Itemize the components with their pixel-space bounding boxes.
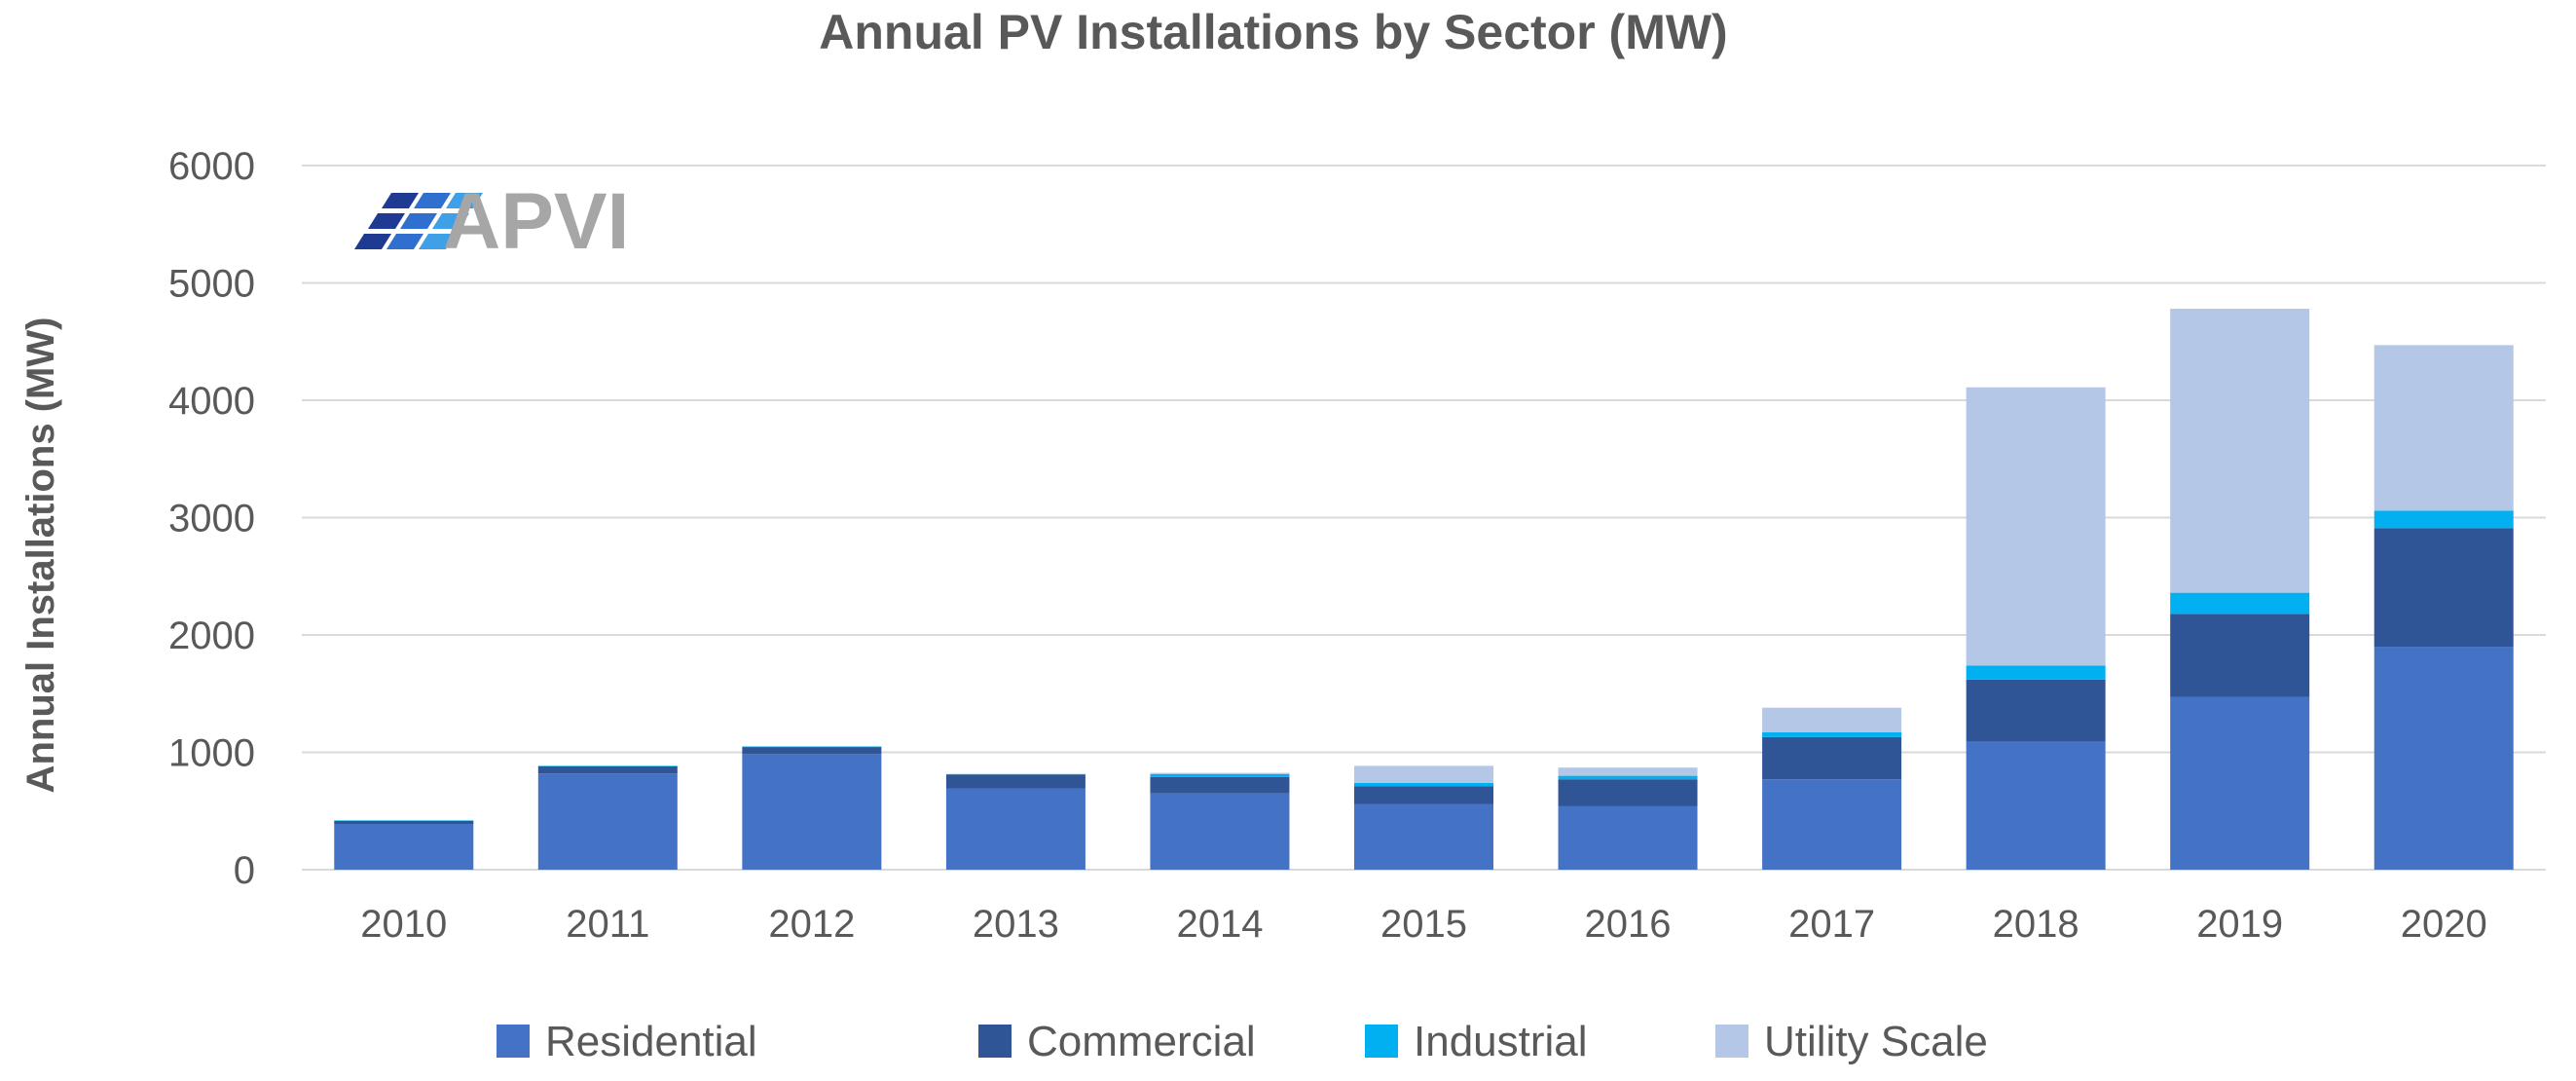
bar-segment-residential [537, 773, 678, 870]
bar-segment-residential [1762, 779, 1902, 870]
bar-segment-industrial [2170, 592, 2310, 615]
bar-segment-industrial [1558, 775, 1698, 780]
bar-segment-residential [1150, 793, 1290, 870]
y-tick-label: 5000 [168, 263, 255, 306]
legend-swatch [1365, 1025, 1398, 1058]
logo-panel-cell [414, 193, 451, 208]
legend-label: Commercial [1027, 1018, 1256, 1065]
solar-panel-icon [354, 193, 483, 249]
bar-segment-residential [334, 824, 474, 870]
bar-segment-commercial [1762, 736, 1902, 780]
logo-text: APVI [443, 177, 629, 266]
x-tick-label: 2013 [973, 903, 1059, 946]
legend-label: Residential [545, 1018, 757, 1065]
bar-segment-industrial [537, 765, 678, 766]
legend-label: Utility Scale [1764, 1018, 1988, 1065]
y-tick-label: 4000 [168, 380, 255, 423]
bar-segment-residential [1966, 741, 2106, 870]
logo-panel-cell [400, 213, 437, 229]
bar-segment-utility-scale [1966, 387, 2106, 666]
y-tick-label: 1000 [168, 732, 255, 775]
bar-segment-commercial [2170, 614, 2310, 697]
x-tick-label: 2012 [768, 903, 855, 946]
x-tick-label: 2016 [1585, 903, 1672, 946]
logo-panel-cell [386, 234, 423, 249]
logo-panel-cell [354, 234, 391, 249]
x-tick-label: 2017 [1788, 903, 1875, 946]
bar-segment-utility-scale [1558, 767, 1698, 776]
bar-segment-utility-scale [2170, 309, 2310, 593]
bars [334, 309, 2514, 870]
apvi-logo: APVI [354, 177, 629, 266]
y-axis-ticks: 0 1000 2000 3000 4000 5000 6000 [168, 145, 255, 892]
logo-panel-cell [432, 213, 469, 229]
bar-segment-industrial [1966, 665, 2106, 680]
bar-segment-commercial [1558, 779, 1698, 806]
gridlines [302, 165, 2546, 871]
x-tick-label: 2020 [2401, 903, 2487, 946]
bar-segment-industrial [945, 773, 1086, 775]
bar-segment-residential [2170, 696, 2310, 870]
bar-segment-commercial [1150, 776, 1290, 794]
bar-segment-industrial [742, 746, 882, 748]
x-tick-label: 2015 [1380, 903, 1467, 946]
chart-title: Annual PV Installations by Sector (MW) [819, 5, 1727, 59]
y-tick-label: 6000 [168, 145, 255, 188]
bar-segment-residential [1354, 803, 1493, 870]
bar-segment-utility-scale [1150, 772, 1290, 774]
bar-segment-utility-scale [1762, 707, 1902, 733]
legend-swatch [497, 1025, 530, 1058]
logo-panel-cell [382, 193, 419, 208]
x-tick-label: 2018 [1993, 903, 2079, 946]
y-tick-label: 0 [234, 849, 255, 892]
bar-segment-residential [1558, 805, 1698, 870]
bar-segment-commercial [334, 820, 474, 825]
bar-segment-utility-scale [1354, 765, 1493, 783]
bar-segment-industrial [2374, 510, 2514, 529]
x-tick-label: 2010 [360, 903, 447, 946]
legend-swatch [978, 1025, 1012, 1058]
x-tick-label: 2011 [566, 903, 649, 946]
bar-segment-commercial [742, 747, 882, 755]
bar-segment-commercial [537, 765, 678, 774]
bar-segment-commercial [1354, 786, 1493, 804]
bar-segment-industrial [1150, 773, 1290, 777]
bar-segment-industrial [1354, 782, 1493, 787]
bar-segment-commercial [2374, 528, 2514, 648]
bar-segment-industrial [1762, 732, 1902, 737]
y-tick-label: 3000 [168, 498, 255, 540]
legend: Residential Commercial Industrial Utility S… [497, 1018, 1988, 1065]
y-axis-label: Annual Installations (MW) [19, 317, 62, 794]
legend-label: Industrial [1414, 1018, 1588, 1065]
legend-swatch [1715, 1025, 1748, 1058]
bar-segment-commercial [1966, 679, 2106, 742]
logo-panel-cell [368, 213, 405, 229]
logo-panel-cell [419, 234, 456, 249]
x-tick-label: 2014 [1176, 903, 1263, 946]
y-tick-label: 2000 [168, 615, 255, 657]
bar-segment-residential [742, 754, 882, 870]
x-tick-label: 2019 [2196, 903, 2283, 946]
bar-segment-residential [945, 788, 1086, 870]
logo-panel-cell [446, 193, 483, 208]
bar-segment-residential [2374, 647, 2514, 870]
bar-segment-utility-scale [2374, 345, 2514, 511]
bar-segment-commercial [945, 774, 1086, 789]
bar-segment-industrial [334, 820, 474, 821]
x-axis-ticks: 2010 2011 2012 2013 2014 2015 2016 2017 2018 2019… [360, 903, 2486, 946]
